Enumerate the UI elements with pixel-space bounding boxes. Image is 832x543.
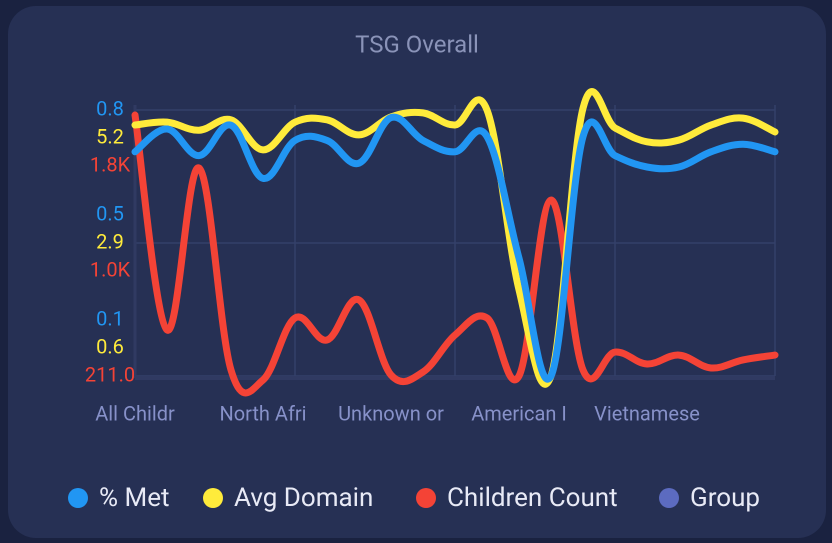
y-tick-label: 5.2: [96, 124, 124, 148]
y-tick-label: 0.8: [96, 96, 124, 120]
legend-swatch: [416, 488, 436, 508]
legend-label: Group: [690, 483, 760, 513]
legend-swatch: [203, 488, 223, 508]
chart-title: TSG Overall: [355, 30, 479, 58]
x-tick-label: Unknown or: [338, 401, 444, 425]
line: [131, 88, 779, 388]
y-tick-label: 2.9: [96, 229, 124, 253]
x-tick-label: North Afri: [219, 401, 306, 425]
x-tick-label: American I: [471, 401, 567, 425]
card: [8, 6, 826, 538]
y-tick-label: 0.5: [96, 201, 124, 225]
y-tick-label: 1.0K: [90, 257, 131, 281]
legend-swatch: [659, 488, 679, 508]
line: [131, 113, 779, 383]
legend-label: % Met: [99, 483, 169, 513]
y-tick-label: 1.8K: [90, 152, 131, 176]
y-tick-label: 211.0: [85, 362, 135, 386]
y-tick-label: 0.6: [96, 334, 124, 358]
y-tick-label: 0.1: [96, 306, 124, 330]
legend-label: Avg Domain: [234, 483, 373, 513]
legend-swatch: [68, 488, 88, 508]
x-tick-label: All Childr: [95, 401, 175, 425]
x-tick-label: Vietnamese: [594, 401, 700, 425]
legend-label: Children Count: [447, 483, 618, 513]
line: [131, 111, 779, 397]
